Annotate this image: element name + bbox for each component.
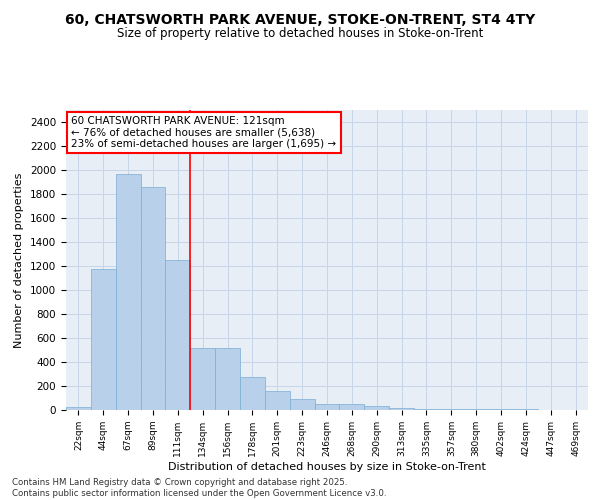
- Bar: [190, 348, 215, 410]
- Y-axis label: Number of detached properties: Number of detached properties: [14, 172, 25, 348]
- Text: Contains HM Land Registry data © Crown copyright and database right 2025.
Contai: Contains HM Land Registry data © Crown c…: [12, 478, 386, 498]
- Bar: [240, 377, 265, 410]
- X-axis label: Distribution of detached houses by size in Stoke-on-Trent: Distribution of detached houses by size …: [168, 462, 486, 471]
- Bar: [340, 404, 364, 410]
- Text: Size of property relative to detached houses in Stoke-on-Trent: Size of property relative to detached ho…: [117, 28, 483, 40]
- Text: 60, CHATSWORTH PARK AVENUE, STOKE-ON-TRENT, ST4 4TY: 60, CHATSWORTH PARK AVENUE, STOKE-ON-TRE…: [65, 12, 535, 26]
- Bar: [364, 406, 389, 410]
- Bar: [265, 391, 290, 410]
- Bar: [215, 348, 240, 410]
- Bar: [314, 404, 340, 410]
- Bar: [116, 174, 140, 410]
- Bar: [166, 260, 190, 410]
- Bar: [290, 399, 314, 410]
- Bar: [91, 269, 116, 410]
- Bar: [66, 407, 91, 410]
- Text: 60 CHATSWORTH PARK AVENUE: 121sqm
← 76% of detached houses are smaller (5,638)
2: 60 CHATSWORTH PARK AVENUE: 121sqm ← 76% …: [71, 116, 337, 149]
- Bar: [140, 187, 166, 410]
- Bar: [389, 408, 414, 410]
